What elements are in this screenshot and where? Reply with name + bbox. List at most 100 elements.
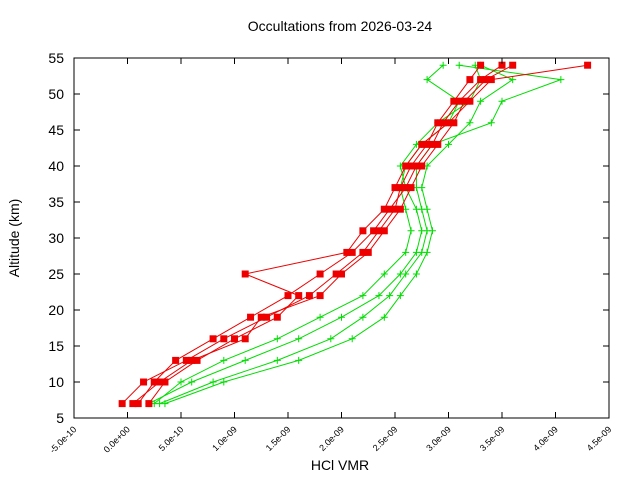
point — [380, 227, 388, 235]
point — [338, 313, 345, 321]
point — [412, 270, 420, 278]
point — [498, 61, 506, 69]
y-tick-label: 35 — [48, 194, 64, 210]
point — [172, 356, 180, 364]
point — [402, 184, 410, 192]
point — [396, 184, 404, 192]
point — [428, 140, 436, 148]
y-tick-label: 20 — [48, 302, 64, 318]
point — [332, 270, 340, 278]
y-tick-label: 30 — [48, 230, 64, 246]
point — [418, 184, 426, 192]
point — [445, 140, 452, 148]
point — [295, 335, 303, 343]
point — [188, 356, 196, 364]
point — [150, 378, 158, 386]
point — [263, 313, 271, 321]
point — [273, 313, 281, 321]
point — [407, 162, 415, 170]
point — [316, 313, 324, 321]
point — [134, 400, 142, 408]
point — [557, 76, 565, 84]
point — [407, 227, 415, 235]
point — [182, 356, 190, 364]
point — [477, 76, 485, 84]
point — [386, 292, 394, 300]
point — [209, 335, 217, 343]
point — [140, 378, 148, 386]
point — [209, 378, 217, 386]
point — [466, 119, 474, 127]
point — [364, 248, 372, 256]
point — [418, 140, 426, 148]
point — [338, 270, 345, 278]
profile-line — [148, 64, 588, 404]
point — [241, 356, 249, 364]
point — [343, 248, 351, 256]
point — [118, 400, 126, 408]
point — [380, 270, 388, 278]
point — [423, 205, 431, 213]
point — [584, 61, 592, 69]
y-tick-label: 25 — [48, 266, 64, 282]
x-tick-label: 0.0e+00 — [102, 424, 132, 454]
point — [129, 400, 137, 408]
point — [466, 97, 474, 105]
point — [434, 119, 442, 127]
x-tick-label: 2.5e-09 — [371, 424, 400, 453]
point — [193, 356, 201, 364]
x-tick-label: 3.5e-09 — [478, 424, 507, 453]
point — [509, 61, 517, 69]
point — [359, 292, 367, 300]
point — [455, 61, 463, 69]
point — [380, 205, 388, 213]
point — [391, 205, 399, 213]
y-tick-label: 55 — [48, 50, 64, 66]
point — [231, 335, 238, 343]
point — [161, 378, 169, 386]
point — [220, 378, 228, 386]
point — [477, 61, 485, 69]
point — [375, 227, 383, 235]
point — [348, 248, 356, 256]
point — [402, 162, 410, 170]
point — [327, 335, 335, 343]
y-tick-label: 10 — [48, 374, 64, 390]
x-tick-label: -5.0e-10 — [48, 424, 79, 455]
point — [498, 97, 506, 105]
point — [461, 97, 469, 105]
point — [273, 356, 281, 364]
point — [477, 97, 485, 105]
x-tick-label: 5.0e-10 — [157, 424, 186, 453]
point — [177, 378, 185, 386]
point — [380, 313, 388, 321]
point — [391, 184, 399, 192]
point — [370, 227, 378, 235]
point — [396, 292, 404, 300]
y-axis-label: Altitude (km) — [6, 199, 22, 278]
point — [305, 292, 313, 300]
point — [487, 76, 495, 84]
point — [359, 313, 367, 321]
x-tick-label: 1.0e-09 — [210, 424, 239, 453]
point — [423, 76, 431, 84]
point — [284, 292, 292, 300]
y-tick-label: 50 — [48, 86, 64, 102]
point — [418, 162, 426, 170]
x-tick-label: 1.5e-09 — [264, 424, 293, 453]
x-tick-label: 2.0e-09 — [317, 424, 346, 453]
point — [156, 378, 164, 386]
point — [450, 119, 458, 127]
point — [241, 335, 249, 343]
point — [482, 76, 490, 84]
point — [316, 270, 324, 278]
point — [445, 119, 452, 127]
point — [439, 119, 447, 127]
point — [386, 205, 394, 213]
point — [402, 270, 410, 278]
profile-line — [164, 64, 514, 405]
y-tick-label: 15 — [48, 338, 64, 354]
point — [434, 140, 442, 148]
point — [466, 76, 474, 84]
y-tick-label: 45 — [48, 122, 64, 138]
